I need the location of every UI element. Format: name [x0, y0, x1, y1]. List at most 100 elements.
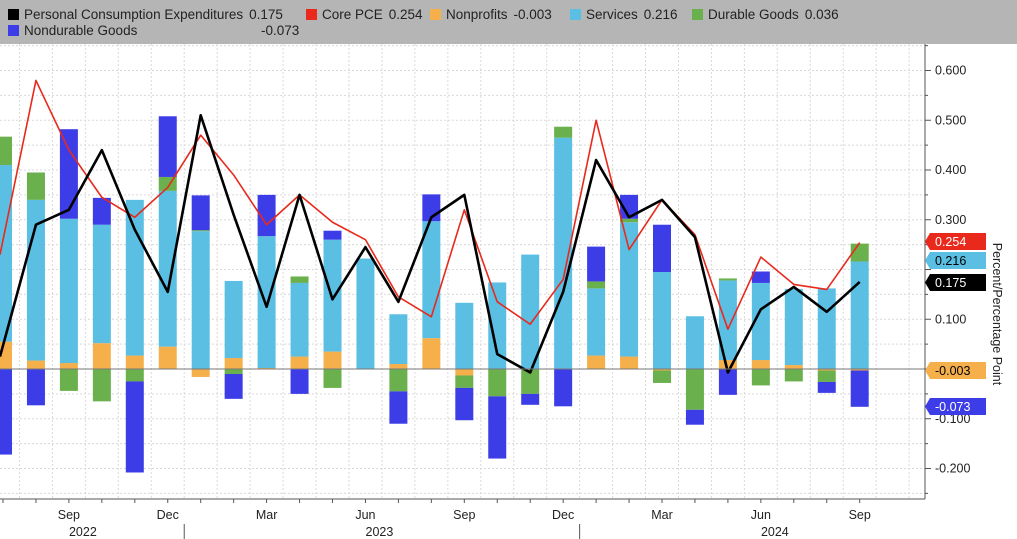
bar-durable-goods [323, 369, 342, 388]
bar-services [224, 280, 243, 359]
y-tick-label: 0.100 [935, 312, 966, 326]
x-tick-label: Dec [157, 508, 179, 522]
legend-swatch [8, 9, 19, 20]
value-label-bg [925, 362, 986, 379]
bar-nonprofits [751, 360, 770, 369]
value-label-text: 0.175 [935, 276, 966, 290]
bar-nondurable-goods [158, 116, 177, 177]
value-label-bg [925, 252, 986, 269]
bar-durable-goods [59, 369, 78, 391]
bar-nondurable-goods [620, 194, 639, 219]
bar-nondurable-goods [587, 246, 606, 282]
x-tick-label: Sep [453, 508, 475, 522]
bar-nondurable-goods [290, 369, 309, 394]
value-label-tag: -0.073 [925, 398, 986, 415]
legend-swatch [430, 9, 441, 20]
value-label-tag: 0.216 [925, 252, 986, 269]
bar-nonprofits [290, 356, 309, 369]
bar-nondurable-goods [455, 387, 474, 421]
bar-services [356, 258, 375, 369]
value-label-text: 0.254 [935, 235, 966, 249]
bar-nonprofits [850, 369, 869, 371]
value-label-tag: 0.254 [925, 233, 986, 250]
bar-durable-goods [0, 136, 12, 166]
legend-value: -0.003 [513, 7, 552, 22]
bar-nondurable-goods [817, 381, 836, 393]
bar-nonprofits [224, 358, 243, 369]
legend-label: Nondurable Goods [24, 23, 138, 38]
bar-durable-goods [653, 370, 671, 383]
bar-nondurable-goods [718, 369, 737, 395]
bar-nonprofits [784, 365, 803, 369]
bar-services [422, 221, 441, 339]
x-tick-label: Mar [651, 508, 673, 522]
year-label: 2023 [366, 525, 394, 539]
bar-durable-goods [488, 369, 507, 397]
bar-nonprofits [718, 360, 737, 369]
legend-item: Personal Consumption Expenditures 0.175 [8, 7, 283, 22]
bar-durable-goods [521, 369, 540, 394]
bar-nondurable-goods [26, 369, 45, 406]
value-label-tag: -0.003 [925, 362, 986, 379]
value-labels: 0.254 0.216 0.175 -0.003 -0.073 [925, 233, 986, 415]
bar-durable-goods [26, 172, 45, 200]
y-tick-label: 0.500 [935, 113, 966, 127]
bar-durable-goods [718, 278, 737, 281]
bar-durable-goods [389, 369, 408, 392]
legend-value: -0.073 [261, 23, 300, 38]
legend-item: Core PCE 0.254 [306, 7, 423, 22]
bar-nonprofits [455, 369, 474, 376]
x-tick-label: Jun [355, 508, 375, 522]
bar-services [92, 224, 111, 344]
bar-nondurable-goods [125, 381, 144, 473]
bar-services [59, 218, 78, 364]
bar-nondurable-goods [257, 194, 276, 237]
x-tick-label: Jun [751, 508, 771, 522]
bar-services [158, 190, 177, 347]
x-tick-label: Dec [552, 508, 574, 522]
bar-durable-goods [455, 375, 474, 388]
bar-nonprofits [389, 364, 408, 369]
x-tick-label: Mar [256, 508, 278, 522]
legend-swatch [692, 9, 703, 20]
y-axis-title: Percent/Percentage Point [990, 243, 1004, 386]
bar-nondurable-goods [751, 271, 770, 283]
line-personal-consumption-expenditures [0, 113, 861, 374]
bar-services [455, 302, 474, 369]
bar-durable-goods [191, 230, 210, 232]
y-tick-label: -0.100 [935, 412, 970, 426]
x-tick-label: Sep [58, 508, 80, 522]
chart-legend: Personal Consumption Expenditures 0.175 Co… [0, 0, 1017, 44]
bar-durable-goods [158, 176, 177, 191]
bar-services [784, 288, 803, 366]
legend-label: Services [586, 7, 638, 22]
legend-swatch [570, 9, 581, 20]
y-tick-label: 0.600 [935, 64, 966, 78]
bar-services [125, 199, 144, 356]
bar-services [850, 261, 869, 369]
bar-nondurable-goods [323, 230, 342, 240]
bar-nonprofits [620, 356, 639, 369]
bar-nondurable-goods [488, 396, 507, 459]
legend-value: 0.175 [249, 7, 283, 22]
bar-durable-goods [125, 369, 144, 382]
legend-label: Durable Goods [708, 7, 799, 22]
bar-services [718, 280, 737, 361]
x-tick-label: Sep [849, 508, 871, 522]
axes: 0.600 0.500 0.400 0.300 0.100 -0.100 -0.200 Per… [0, 44, 1004, 539]
bar-nondurable-goods [389, 391, 408, 424]
year-label: 2022 [69, 525, 97, 539]
bar-series [0, 116, 869, 473]
bar-durable-goods [92, 369, 111, 402]
bar-services [554, 137, 573, 369]
line-core-pce [0, 79, 861, 330]
legend-swatch [8, 25, 19, 36]
bar-durable-goods [290, 276, 309, 283]
bar-nonprofits [653, 369, 671, 371]
bar-nondurable-goods [0, 369, 12, 455]
bar-durable-goods [587, 281, 606, 289]
bar-durable-goods [784, 369, 803, 382]
bar-durable-goods [554, 126, 573, 138]
bar-nonprofits [26, 360, 45, 369]
legend-label: Core PCE [322, 7, 383, 22]
